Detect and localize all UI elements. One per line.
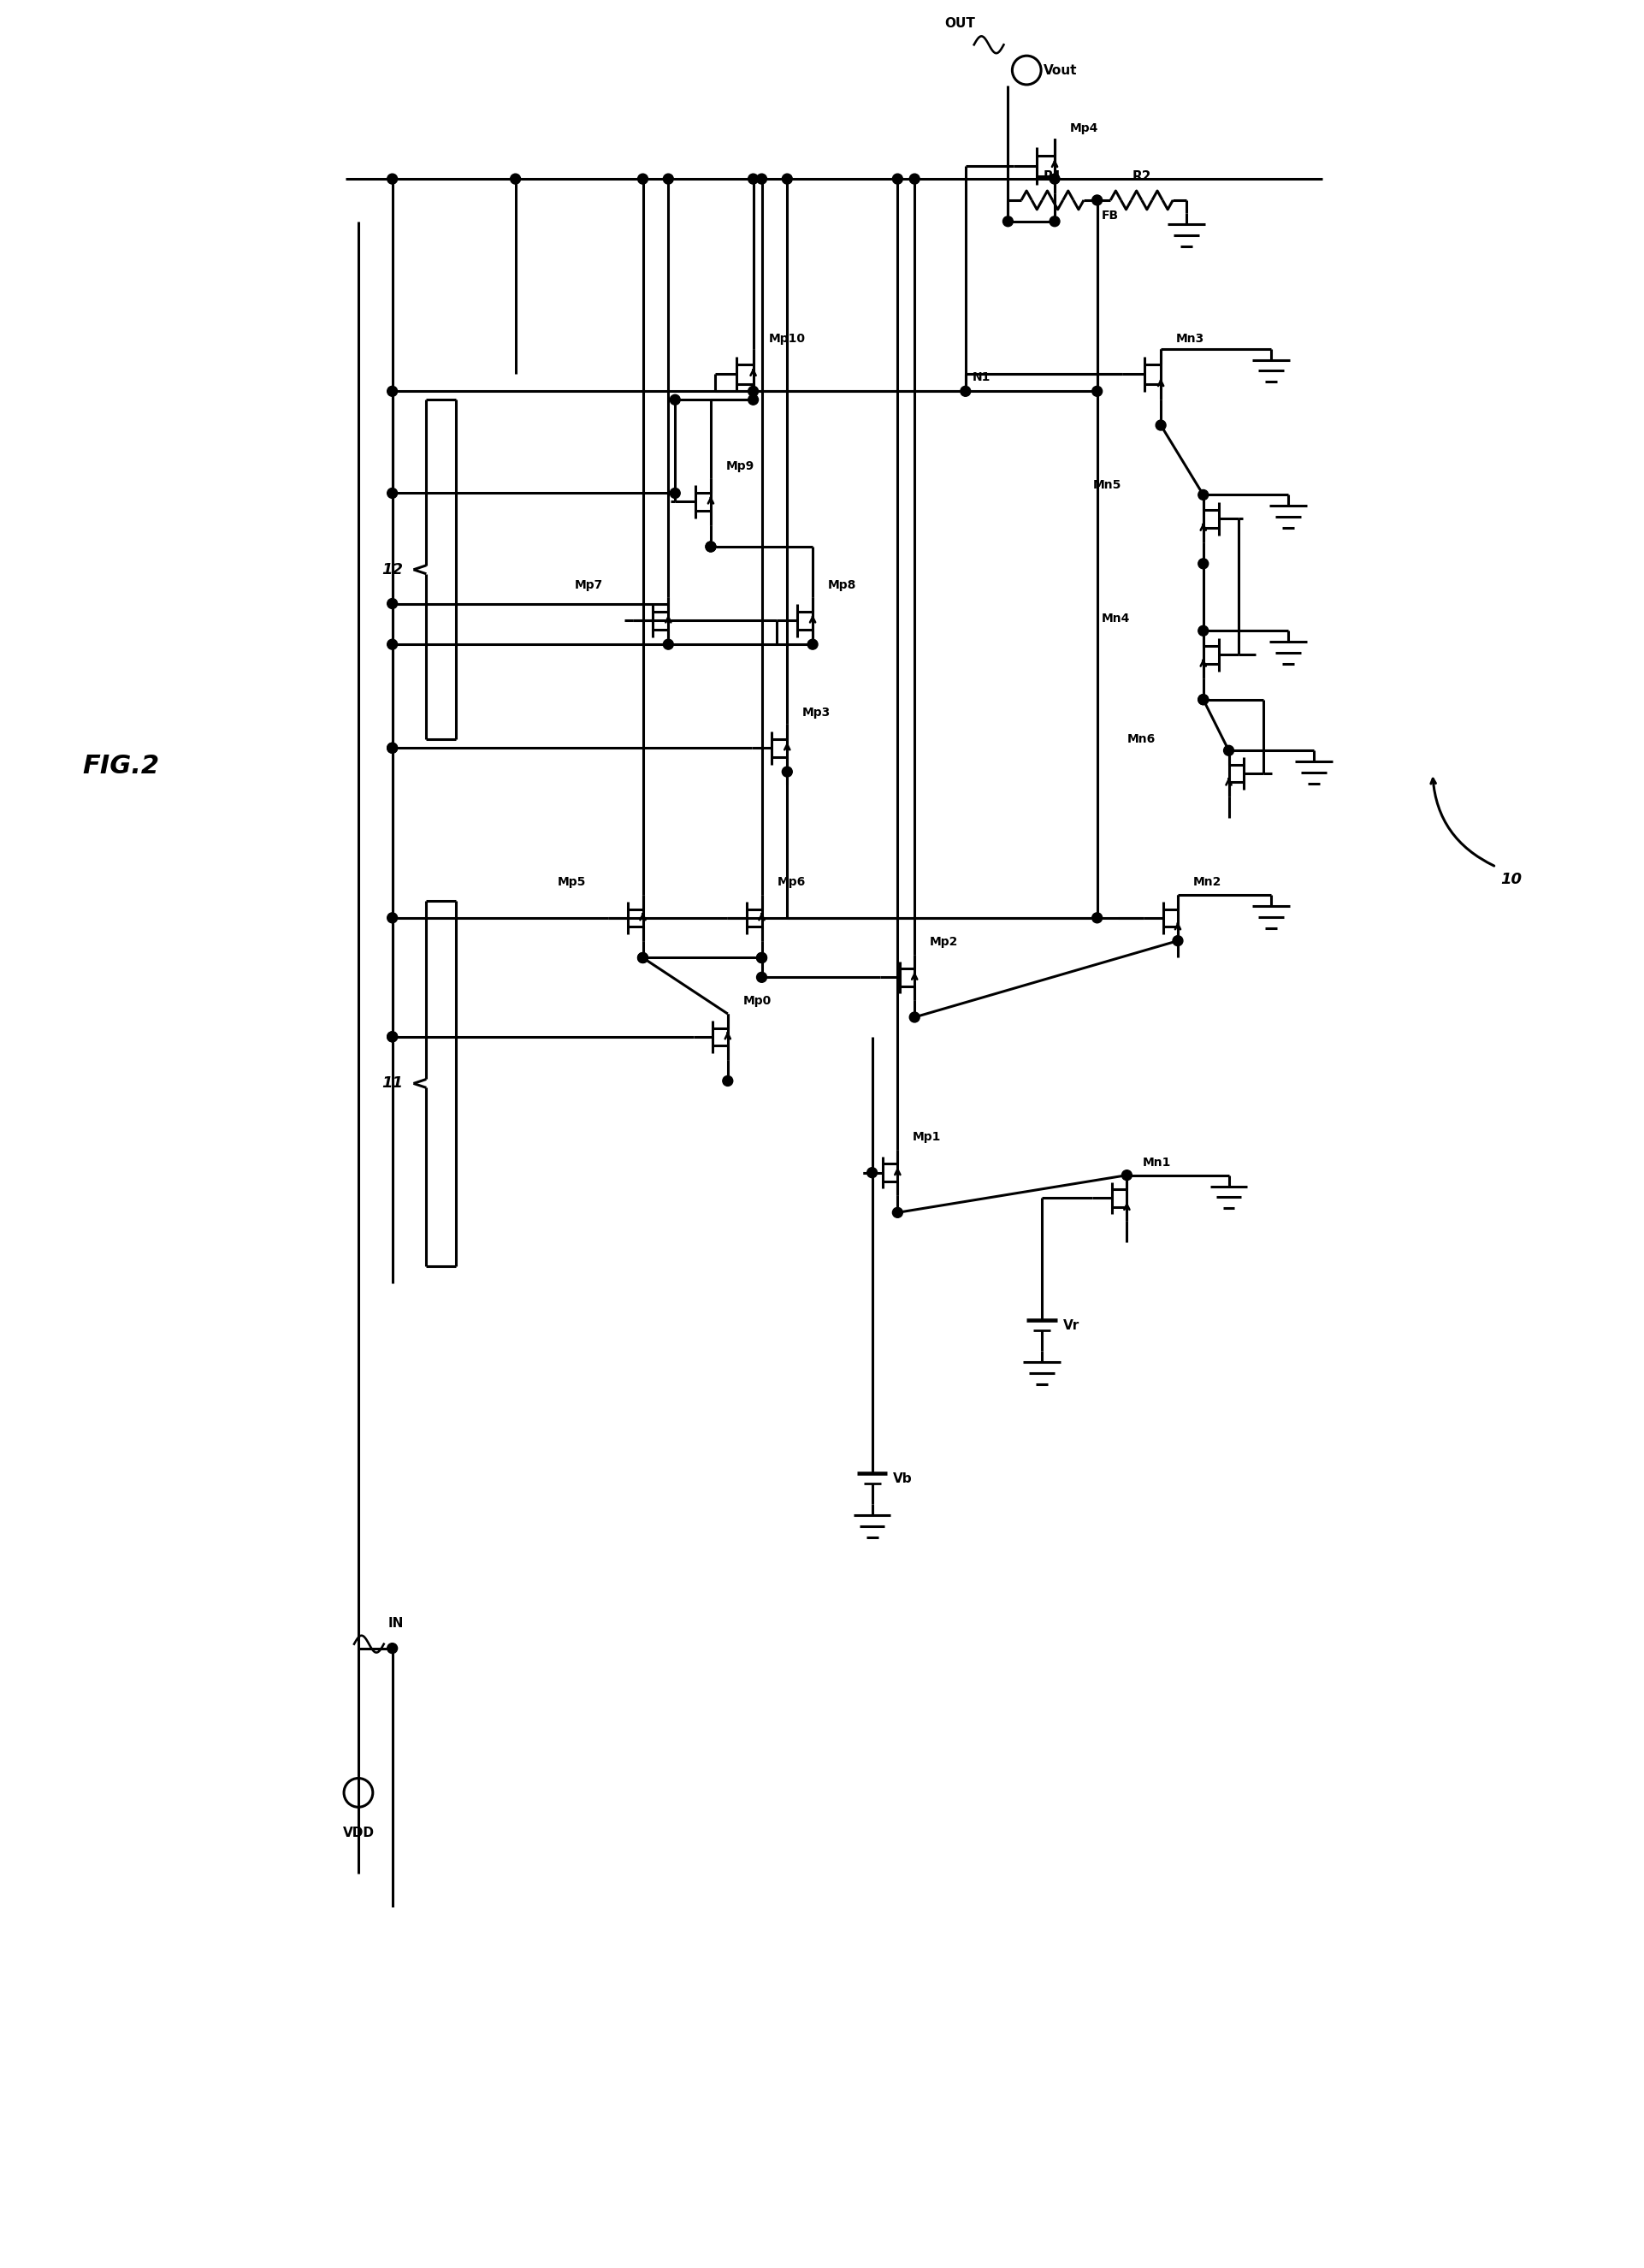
- Circle shape: [783, 175, 792, 184]
- Text: Mp6: Mp6: [778, 875, 806, 889]
- Circle shape: [1172, 937, 1184, 946]
- Text: 10: 10: [1501, 871, 1522, 887]
- Circle shape: [756, 175, 766, 184]
- Circle shape: [638, 175, 648, 184]
- Text: 11: 11: [381, 1075, 403, 1091]
- Text: 12: 12: [381, 562, 403, 578]
- Circle shape: [705, 542, 715, 551]
- Text: IN: IN: [388, 1617, 404, 1631]
- Text: Mp2: Mp2: [931, 937, 958, 948]
- Circle shape: [388, 744, 398, 753]
- Circle shape: [388, 744, 398, 753]
- Circle shape: [663, 640, 674, 649]
- Circle shape: [893, 175, 903, 184]
- Circle shape: [510, 175, 521, 184]
- Text: R2: R2: [1133, 170, 1151, 184]
- Text: FB: FB: [1101, 209, 1118, 222]
- Text: Mp10: Mp10: [768, 333, 806, 345]
- Circle shape: [388, 640, 398, 649]
- Circle shape: [1223, 746, 1235, 755]
- Circle shape: [1156, 420, 1166, 431]
- Text: Vout: Vout: [1044, 64, 1077, 77]
- Text: Mp1: Mp1: [912, 1132, 942, 1143]
- Circle shape: [1198, 490, 1208, 499]
- Text: Vr: Vr: [1064, 1320, 1080, 1331]
- Circle shape: [388, 175, 398, 184]
- Circle shape: [1198, 694, 1208, 705]
- Circle shape: [756, 953, 766, 964]
- Text: Mp5: Mp5: [557, 875, 587, 889]
- Circle shape: [1198, 694, 1208, 705]
- Circle shape: [1049, 215, 1060, 227]
- Circle shape: [756, 973, 766, 982]
- Circle shape: [748, 175, 758, 184]
- Circle shape: [723, 1075, 733, 1086]
- Text: N1: N1: [972, 372, 991, 383]
- Circle shape: [671, 488, 681, 499]
- Circle shape: [388, 386, 398, 397]
- Circle shape: [388, 1032, 398, 1041]
- Circle shape: [909, 1012, 919, 1023]
- Text: Mp4: Mp4: [1070, 122, 1098, 134]
- Circle shape: [893, 1207, 903, 1218]
- Text: VDD: VDD: [342, 1826, 375, 1839]
- Text: Mn4: Mn4: [1101, 612, 1129, 626]
- Circle shape: [638, 953, 648, 964]
- Circle shape: [756, 953, 766, 964]
- Circle shape: [1198, 558, 1208, 569]
- Circle shape: [671, 395, 681, 406]
- Text: Mn3: Mn3: [1175, 333, 1205, 345]
- Circle shape: [960, 386, 970, 397]
- Text: Mn1: Mn1: [1143, 1157, 1171, 1168]
- Circle shape: [783, 767, 792, 778]
- Text: Mp3: Mp3: [802, 705, 830, 719]
- Circle shape: [388, 912, 398, 923]
- Circle shape: [748, 386, 758, 397]
- Text: Mp0: Mp0: [743, 996, 771, 1007]
- Circle shape: [909, 175, 919, 184]
- Circle shape: [1003, 215, 1013, 227]
- Circle shape: [388, 1644, 398, 1653]
- Text: Vb: Vb: [893, 1472, 912, 1486]
- Circle shape: [663, 175, 674, 184]
- Text: Mn2: Mn2: [1194, 875, 1221, 889]
- Circle shape: [388, 1032, 398, 1041]
- Circle shape: [638, 953, 648, 964]
- Circle shape: [807, 640, 817, 649]
- Text: Mn6: Mn6: [1126, 733, 1156, 746]
- Circle shape: [388, 488, 398, 499]
- Text: R1: R1: [1042, 170, 1062, 184]
- Circle shape: [1198, 626, 1208, 635]
- Circle shape: [866, 1168, 878, 1177]
- Text: FIG.2: FIG.2: [82, 753, 159, 778]
- Text: Mp9: Mp9: [727, 460, 755, 472]
- Circle shape: [1049, 175, 1060, 184]
- Circle shape: [1092, 386, 1101, 397]
- Text: OUT: OUT: [944, 18, 975, 29]
- Circle shape: [388, 599, 398, 608]
- Text: Mn5: Mn5: [1093, 479, 1121, 490]
- Text: Mp8: Mp8: [829, 578, 857, 592]
- Text: Mp7: Mp7: [575, 578, 603, 592]
- Circle shape: [1092, 195, 1101, 204]
- Circle shape: [748, 395, 758, 406]
- Circle shape: [705, 542, 715, 551]
- Circle shape: [1121, 1170, 1133, 1179]
- Circle shape: [1092, 912, 1101, 923]
